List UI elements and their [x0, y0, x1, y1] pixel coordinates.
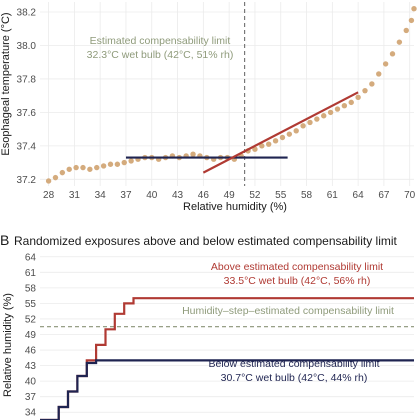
panel-b-y-tick-label: 61 — [25, 268, 37, 279]
panel-a-data-point — [252, 146, 258, 152]
panel-b-above-annotation-title: Above estimated compensability limit — [211, 261, 383, 273]
panel-a-data-point — [73, 164, 79, 171]
panel-b-y-tick-label: 58 — [25, 283, 37, 294]
panel-a-data-point — [355, 94, 361, 101]
panel-a-data-point — [59, 169, 66, 176]
panel-a-data-point — [265, 141, 272, 147]
panel-a-data-point — [314, 116, 320, 122]
panel-b-y-tick-label: 64 — [25, 252, 37, 263]
panel-a-annotation-detail: 32.3°C wet bulb (42°C, 51% rh) — [87, 49, 234, 61]
panel-b-letter: B — [0, 232, 9, 248]
panel-b-chart: B Randomized exposures above and below e… — [0, 232, 414, 420]
panel-a-data-point — [94, 164, 100, 171]
panel-a-data-point — [396, 39, 403, 45]
panel-a-y-tick-label: 37.2 — [17, 175, 37, 186]
panel-a-y-tick-label: 37.6 — [17, 108, 37, 119]
panel-a-x-tick-labels: 28 31 34 37 40 43 46 49 52 55 58 61 64 67 70 — [43, 190, 416, 201]
panel-a-data-point — [128, 158, 134, 164]
panel-b-y-tick-labels: 34 37 40 43 46 49 52 55 58 61 64 — [25, 252, 37, 418]
panel-a-data-point — [389, 51, 396, 57]
panel-a-x-tick-label: 58 — [301, 190, 313, 201]
panel-a-data-point — [114, 161, 121, 167]
panel-a-data-point — [107, 161, 114, 167]
panel-a-chart: 28 31 34 37 40 43 46 49 52 55 58 61 64 67 70 37.237.43… — [0, 2, 417, 213]
panel-a-data-point — [362, 87, 368, 94]
panel-b-y-tick-label: 46 — [25, 346, 37, 357]
panel-a-data-point — [45, 178, 52, 184]
panel-a-data-point — [382, 61, 389, 67]
panel-a-x-axis-label: Relative humidity (%) — [183, 201, 287, 213]
panel-a-x-tick-label: 67 — [378, 190, 390, 201]
panel-a-y-tick-labels: 37.2 37.4 37.6 37.8 38.0 38.2 — [17, 8, 37, 186]
panel-a-x-tick-label: 43 — [172, 190, 184, 201]
panel-b-y-tick-label: 40 — [25, 377, 37, 388]
panel-b-y-tick-label: 37 — [25, 392, 37, 403]
panel-a-data-point — [52, 174, 59, 181]
panel-a-data-point — [293, 128, 299, 134]
panel-a-x-tick-label: 46 — [198, 190, 210, 201]
panel-a-x-tick-label: 61 — [327, 190, 339, 201]
panel-a-data-point — [348, 99, 354, 106]
panel-a-x-tick-label: 49 — [224, 190, 236, 201]
panel-b-y-axis-label: Relative humidity (%) — [2, 293, 14, 397]
panel-b-y-tick-label: 34 — [25, 408, 37, 419]
panel-a-y-tick-label: 37.8 — [17, 74, 37, 85]
panel-a-data-point — [286, 131, 293, 137]
panel-a-data-point — [100, 163, 107, 169]
panel-b-title: Randomized exposures above and below est… — [14, 234, 398, 248]
panel-a-data-point — [300, 123, 306, 129]
panel-a-data-point — [408, 17, 415, 24]
panel-a-data-point — [327, 109, 334, 116]
panel-b-y-tick-label: 55 — [25, 299, 37, 310]
panel-a-data-point — [307, 119, 313, 126]
panel-a-x-tick-label: 40 — [146, 190, 158, 201]
panel-b-below-annotation-title: Below estimated compensability limit — [209, 358, 380, 370]
panel-a-data-point — [80, 164, 86, 171]
panel-a-x-tick-label: 28 — [43, 190, 55, 201]
panel-a-data-point — [190, 151, 196, 157]
panel-b-y-tick-label: 52 — [25, 314, 37, 325]
panel-a-x-tick-label: 64 — [353, 190, 365, 201]
panel-a-data-point — [87, 166, 93, 172]
panel-a-data-point — [121, 159, 127, 166]
panel-a-data-point — [411, 5, 417, 12]
panel-a-x-tick-label: 37 — [120, 190, 132, 201]
panel-a-data-point — [376, 71, 382, 77]
panel-a-x-tick-label: 34 — [95, 190, 107, 201]
panel-a-y-axis-label: Esophageal temperature (°C) — [0, 12, 12, 155]
panel-b-gridlines — [40, 256, 414, 413]
panel-a-x-tick-label: 52 — [249, 190, 261, 201]
panel-a-y-tick-label: 38.2 — [17, 8, 37, 19]
panel-b-humidity-step-annotation: Humidity–step–estimated compensability l… — [182, 305, 394, 317]
panel-b-y-tick-label: 43 — [25, 361, 37, 372]
panel-a-data-point — [334, 106, 341, 112]
panel-b-y-tick-label: 49 — [25, 330, 37, 341]
panel-a-y-tick-label: 38.0 — [17, 41, 37, 52]
panel-a-data-point — [321, 113, 327, 119]
panel-b-below-annotation-detail: 30.7°C wet bulb (42°C, 44% rh) — [221, 372, 368, 384]
panel-a-data-point — [341, 103, 348, 109]
panel-a-y-tick-label: 37.4 — [17, 141, 37, 152]
panel-a-data-point — [403, 27, 409, 34]
panel-a-x-tick-label: 31 — [69, 190, 81, 201]
panel-a-x-tick-label: 55 — [275, 190, 287, 201]
panel-b-below-limit-line — [40, 359, 414, 420]
panel-a-gridlines — [40, 2, 414, 186]
panel-a-data-point — [259, 143, 265, 149]
panel-a-data-point — [66, 166, 72, 172]
panel-a-data-point — [272, 138, 279, 144]
panel-a-data-point — [369, 81, 375, 87]
panel-a-x-tick-label: 70 — [404, 190, 416, 201]
panel-a-red-fit-line — [202, 91, 359, 174]
panel-a-annotation-title: Estimated compensability limit — [90, 35, 231, 47]
panel-b-above-annotation-detail: 33.5°C wet bulb (42°C, 56% rh) — [224, 275, 371, 287]
panel-a-data-point — [279, 134, 286, 141]
